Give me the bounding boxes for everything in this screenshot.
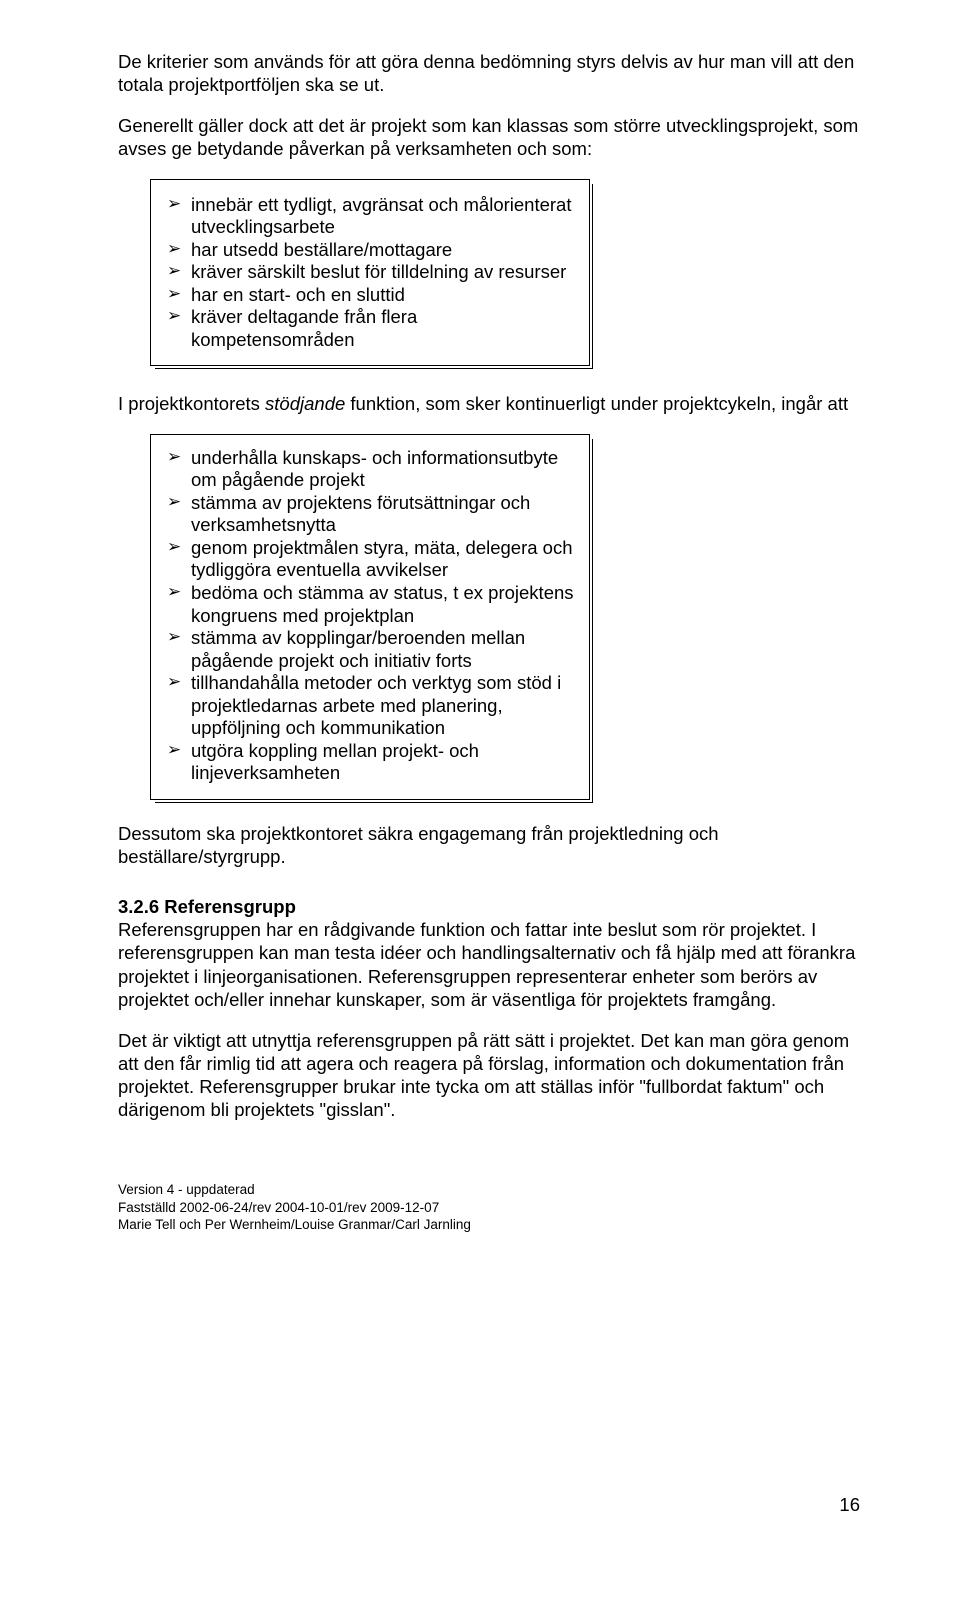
list-item: kräver deltagande från flera kompetensom… bbox=[165, 306, 575, 351]
list-item: underhålla kunskaps- och informationsutb… bbox=[165, 447, 575, 492]
list-item: bedöma och stämma av status, t ex projek… bbox=[165, 582, 575, 627]
list-item: har en start- och en sluttid bbox=[165, 284, 575, 307]
list-item: innebär ett tydligt, avgränsat och målor… bbox=[165, 194, 575, 239]
text-run: funktion, som sker kontinuerligt under p… bbox=[345, 393, 848, 414]
criteria-box-inner: innebär ett tydligt, avgränsat och målor… bbox=[151, 180, 589, 366]
footer-line: Fastställd 2002-06-24/rev 2004-10-01/rev… bbox=[118, 1199, 860, 1216]
text-italic: stödjande bbox=[265, 393, 345, 414]
list-item: tillhandahålla metoder och verktyg som s… bbox=[165, 672, 575, 740]
paragraph-support-intro: I projektkontorets stödjande funktion, s… bbox=[118, 392, 860, 415]
support-box: underhålla kunskaps- och informationsutb… bbox=[150, 434, 590, 800]
criteria-box: innebär ett tydligt, avgränsat och målor… bbox=[150, 179, 590, 367]
paragraph-intro-2: Generellt gäller dock att det är projekt… bbox=[118, 114, 860, 160]
list-item: kräver särskilt beslut för tilldelning a… bbox=[165, 261, 575, 284]
list-item: stämma av projektens förutsättningar och… bbox=[165, 492, 575, 537]
support-box-inner: underhålla kunskaps- och informationsutb… bbox=[151, 435, 589, 799]
list-item: genom projektmålen styra, mäta, delegera… bbox=[165, 537, 575, 582]
support-list: underhålla kunskaps- och informationsutb… bbox=[165, 447, 575, 785]
footer-line: Marie Tell och Per Wernheim/Louise Granm… bbox=[118, 1216, 860, 1233]
list-item: har utsedd beställare/mottagare bbox=[165, 239, 575, 262]
paragraph-refgrupp-2: Det är viktigt att utnyttja referensgrup… bbox=[118, 1029, 860, 1122]
heading-refgrupp: 3.2.6 Referensgrupp bbox=[118, 896, 860, 918]
page: De kriterier som används för att göra de… bbox=[0, 0, 960, 1608]
paragraph-intro-1: De kriterier som används för att göra de… bbox=[118, 50, 860, 96]
text-run: I projektkontorets bbox=[118, 393, 265, 414]
criteria-list: innebär ett tydligt, avgränsat och målor… bbox=[165, 194, 575, 352]
footer-line: Version 4 - uppdaterad bbox=[118, 1181, 860, 1198]
list-item: stämma av kopplingar/beroenden mellan på… bbox=[165, 627, 575, 672]
list-item: utgöra koppling mellan projekt- och linj… bbox=[165, 740, 575, 785]
paragraph-refgrupp-1: Referensgruppen har en rådgivande funkti… bbox=[118, 918, 860, 1011]
paragraph-engagement: Dessutom ska projektkontoret säkra engag… bbox=[118, 822, 860, 868]
page-number: 16 bbox=[839, 1494, 860, 1516]
footer: Version 4 - uppdaterad Fastställd 2002-0… bbox=[118, 1181, 860, 1233]
